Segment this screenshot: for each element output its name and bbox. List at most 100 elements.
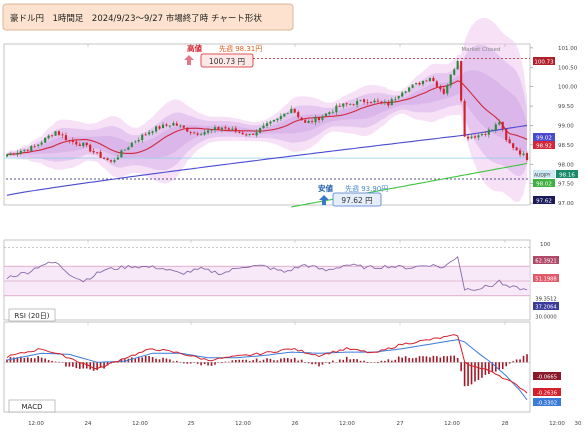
macd-histogram-bar (505, 362, 507, 366)
macd-histogram-bar (384, 361, 386, 362)
candle (498, 122, 500, 124)
candle (238, 132, 240, 133)
candle (100, 152, 102, 158)
candle (200, 134, 202, 135)
candle (321, 116, 323, 119)
macd-histogram-bar (422, 356, 424, 362)
macd-histogram-bar (48, 360, 50, 362)
macd-histogram-bar (27, 357, 29, 362)
macd-histogram-bar (284, 358, 286, 362)
candle (176, 123, 178, 125)
macd-histogram-bar (516, 359, 518, 362)
macd-histogram-bar (93, 362, 95, 371)
price-tick-label: 98.00 (558, 162, 574, 168)
macd-histogram-bar (287, 358, 289, 362)
macd-tag-2-text: -0.2636 (537, 391, 557, 397)
candle (269, 122, 271, 124)
candle (65, 135, 67, 140)
candle (131, 143, 133, 147)
candle (280, 116, 282, 119)
candle (398, 96, 400, 98)
candle (68, 140, 70, 141)
macd-histogram-bar (474, 362, 476, 381)
x-axis-label: 12:00 (132, 421, 148, 427)
macd-histogram-bar (408, 358, 410, 362)
rsi-tag-5-text: 30.0000 (535, 315, 556, 321)
macd-histogram-bar (238, 360, 240, 363)
candle (235, 128, 237, 131)
candle (412, 85, 414, 88)
candle (429, 78, 431, 81)
candle (141, 135, 143, 140)
macd-histogram-bar (186, 362, 188, 363)
macd-histogram-bar (356, 359, 358, 362)
macd-histogram-bar (221, 362, 223, 363)
macd-histogram-bar (512, 361, 514, 362)
macd-histogram-bar (44, 358, 46, 362)
macd-histogram-bar (297, 361, 299, 363)
candle (266, 123, 268, 126)
price-tick-label: 98.50 (558, 143, 574, 149)
macd-histogram-bar (145, 356, 147, 362)
candle (155, 126, 157, 131)
macd-histogram-bar (242, 360, 244, 363)
macd-histogram-bar (207, 362, 209, 365)
macd-histogram-bar (30, 358, 32, 362)
candle (190, 132, 192, 133)
macd-histogram-bar (405, 356, 407, 362)
macd-histogram-bar (259, 361, 261, 362)
candle (332, 112, 334, 113)
candle (380, 102, 382, 103)
candle (158, 126, 160, 128)
candle (491, 130, 493, 131)
candle (450, 75, 452, 86)
candle (145, 134, 147, 135)
candle (214, 127, 216, 130)
macd-histogram-bar (176, 361, 178, 362)
candle (152, 131, 154, 133)
macd-histogram-bar (273, 360, 275, 362)
macd-histogram-bar (252, 360, 254, 362)
candle (256, 132, 258, 135)
macd-histogram-bar (58, 362, 60, 363)
x-axis-label: 26 (292, 421, 299, 427)
macd-histogram-bar (426, 356, 428, 362)
candle (346, 103, 348, 104)
candle (48, 136, 50, 138)
candle (467, 137, 469, 139)
low-value-label: 97.62 円 (341, 196, 372, 205)
macd-histogram-bar (24, 358, 26, 362)
candle (103, 158, 105, 159)
macd-histogram-bar (301, 360, 303, 363)
macd-histogram-bar (398, 357, 400, 363)
macd-histogram-bar (270, 359, 272, 362)
price-tick-label: 101.00 (558, 46, 578, 52)
market-status: Market Closed (461, 47, 500, 53)
macd-histogram-bar (280, 359, 282, 363)
candle (6, 155, 8, 157)
macd-histogram-bar (235, 360, 237, 362)
price-tick-label: 99.50 (558, 104, 574, 110)
candle (242, 133, 244, 135)
candle (405, 91, 407, 92)
candle (27, 150, 29, 151)
macd-histogram-bar (394, 360, 396, 362)
candle (502, 122, 504, 129)
macd-histogram-bar (290, 359, 292, 362)
x-axis-label: 28 (502, 421, 509, 427)
candle (197, 133, 199, 134)
candle (51, 135, 53, 136)
candle (13, 154, 15, 155)
macd-histogram-bar (65, 362, 67, 366)
macd-title: MACD (22, 403, 43, 411)
x-axis-label: 27 (397, 421, 404, 427)
macd-histogram-bar (190, 362, 192, 363)
candle (117, 157, 119, 159)
macd-histogram-bar (329, 362, 331, 363)
candle (366, 102, 368, 103)
candle (86, 143, 88, 146)
candle (488, 130, 490, 135)
candle (89, 145, 91, 152)
macd-histogram-bar (162, 358, 164, 363)
macd-histogram-bar (249, 361, 251, 362)
